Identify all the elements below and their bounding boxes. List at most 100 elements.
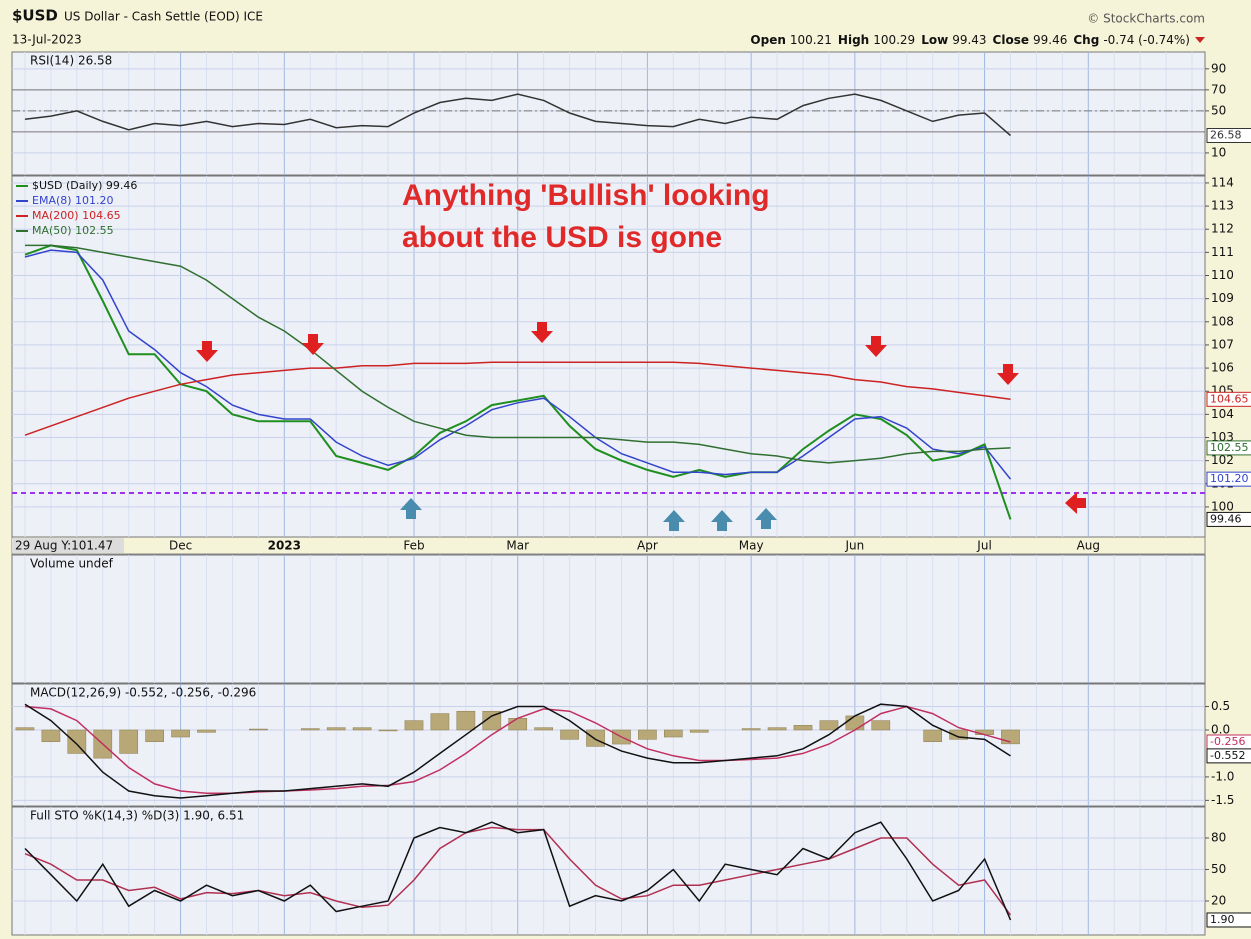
series-line [24,821,1012,921]
histogram-bar [767,727,787,731]
histogram-bar [793,725,813,731]
plot-area: Dec 2023 Feb Mar Apr May Jun Jul Aug 29 Aug Y:101… [11,48,1251,939]
series-line [24,705,1011,795]
histogram-bar [67,729,87,754]
y-tick-label: 80 [1211,830,1226,844]
price-tag-label: 1.90 [1210,913,1235,926]
cursor-label: 29 Aug Y:101.47 [15,539,113,553]
histogram-bar [171,729,190,738]
quote-value: 100.21 [790,33,832,47]
quote-label: Chg [1073,33,1099,47]
y-tick-label: -1.5 [1211,793,1234,807]
security-name: US Dollar - Cash Settle (EOD) ICE [64,10,263,24]
histogram-bar [819,720,839,731]
histogram-bar [508,718,528,731]
y-tick-label: 100 [1211,499,1234,513]
histogram-bar [638,729,657,740]
x-tick-label: 2023 [268,539,301,553]
quote-label: High [838,33,869,47]
histogram-bar [300,728,320,731]
x-tick-label: Feb [403,539,424,553]
histogram-bar [482,710,502,731]
quote-value: -0.74 (-0.74%) [1103,33,1190,47]
histogram-bar [534,727,553,731]
histogram-bar [145,729,164,742]
y-tick-label: 50 [1211,862,1226,876]
series-line [24,826,1012,916]
header: $USD US Dollar - Cash Settle (EOD) ICE ©… [12,7,1205,47]
series-line [24,244,1012,520]
change-down-icon [1195,37,1205,43]
annotation: about the USD is gone [402,221,722,254]
y-tick-label: 114 [1211,175,1234,189]
price-tag [1206,391,1251,407]
y-tick-label: 113 [1211,199,1234,213]
histogram-bar [456,710,476,731]
y-tick-label: 104 [1211,407,1234,421]
date: 13-Jul-2023 [12,33,82,47]
y-tick-label: 108 [1211,314,1234,328]
x-tick-label: Jul [976,539,991,553]
histogram-bar [249,728,268,731]
histogram-bar [560,729,579,740]
histogram-bar [871,720,891,731]
y-tick-label: -1.0 [1211,769,1234,783]
price-tag-label: -0.552 [1210,749,1245,762]
histogram-bar [949,729,968,740]
quote-value: 99.46 [1033,33,1067,47]
series-line [24,249,1012,480]
price-tag-label: -0.256 [1210,735,1245,748]
quote-label: Low [921,33,948,47]
x-tick-label: Dec [169,539,192,553]
histogram-bar [741,728,761,731]
symbol: $USD [12,7,58,25]
price-tag [1206,440,1251,456]
y-tick-label: 20 [1211,893,1226,907]
axis-background [1205,48,1251,939]
histogram-bar [378,729,398,732]
y-tick-label: 107 [1211,337,1234,351]
quote-label: Close [993,33,1029,47]
quote-value: 99.43 [952,33,986,47]
y-tick-label: 110 [1211,268,1234,282]
price-tag-label: 101.20 [1210,472,1249,485]
y-tick-label: 109 [1211,291,1234,305]
panel [11,554,1206,684]
histogram-bar [923,729,943,742]
series-line [25,244,1011,464]
histogram-bar [430,713,450,731]
histogram-bar [15,727,35,731]
histogram-bar [119,729,139,754]
histogram-bar [404,720,424,731]
y-tick-label: 90 [1211,61,1226,75]
price-tag [1206,471,1251,487]
panel-label: MACD(12,26,9) -0.552, -0.256, -0.296 [30,686,256,700]
legend-label: MA(200) 104.65 [32,209,121,222]
legend-label: $USD (Daily) 99.46 [32,179,137,192]
series-line [24,703,1011,799]
histogram-bar [326,727,346,731]
histogram-bar [586,729,605,747]
y-tick-label: 10 [1211,145,1226,159]
panel [11,806,1206,936]
y-tick-label: 111 [1211,245,1234,259]
histogram-bar [845,715,865,731]
series-line [24,361,1011,436]
price-tag [1206,511,1251,527]
y-tick-label: 50 [1211,103,1226,117]
x-tick-label: Mar [506,539,529,553]
price-tag [1206,127,1251,143]
histogram-bar [41,729,61,742]
annotation: Anything 'Bullish' looking [402,179,770,212]
panel-label: Full STO %K(14,3) %D(3) 1.90, 6.51 [30,809,244,823]
histogram-bar [689,729,709,733]
panel [11,51,1206,176]
series-line [24,93,1011,137]
source: © StockCharts.com [1087,12,1205,26]
y-tick-label: 0.0 [1211,722,1230,736]
histogram-bar [197,729,216,733]
y-tick-label: 70 [1211,82,1226,96]
legend-label: EMA(8) 101.20 [32,194,114,207]
x-tick-label: Aug [1077,539,1100,553]
